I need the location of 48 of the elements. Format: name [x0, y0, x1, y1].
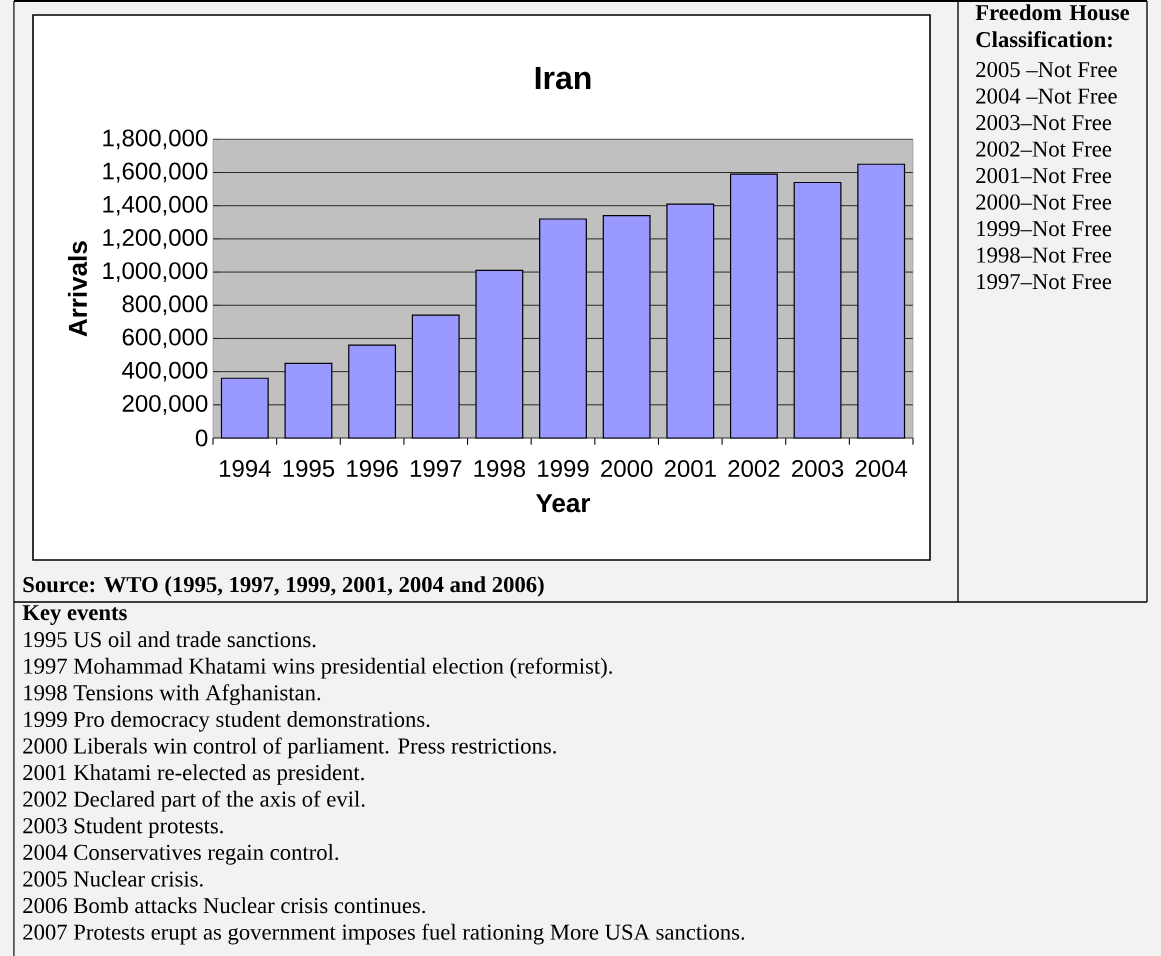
text: 2004 –Not Free: [976, 88, 1117, 104]
y-tick-label: 0: [195, 429, 208, 447]
x-axis-title: Year: [535, 494, 591, 513]
text: 2001–Not Free: [976, 167, 1112, 184]
text: 2000 Liberals win control of parliament. Press restrictions.: [23, 737, 556, 759]
text: 2005 Nuclear crisis.: [23, 870, 203, 887]
x-tick-label: 2000: [601, 460, 653, 478]
text: 2003–Not Free: [976, 114, 1112, 131]
text: Freedom House Classification:: [975, 4, 1130, 48]
x-tick-label: 1999: [538, 460, 589, 478]
text: 1999–Not Free: [977, 220, 1112, 237]
text: 2003 Student protests.: [23, 817, 223, 839]
text: 2001 Khatami re-elected as president.: [23, 764, 364, 785]
x-tick-label: 1994: [219, 460, 271, 478]
text: Key events: [22, 605, 127, 625]
y-tick-label: 200,000: [122, 394, 208, 415]
text: 2000–Not Free: [976, 194, 1112, 210]
y-tick-label: 1,000,000: [103, 262, 208, 282]
text: 1997 Mohammad Khatami wins presidential election (reformist).: [24, 657, 612, 679]
x-tick-label: 2001: [664, 460, 716, 478]
y-tick-label: 600,000: [122, 328, 208, 349]
y-tick-label: 1,200,000: [103, 228, 208, 249]
text: 1997–Not Free: [977, 273, 1112, 290]
text: 1998–Not Free: [977, 247, 1112, 263]
y-tick-label: 800,000: [122, 295, 208, 316]
y-tick-label: 1,600,000: [103, 162, 208, 183]
source-note: Source: WTO (1995, 1997, 1999, 2001, 2004 and 2006): [23, 576, 544, 597]
chart-title: Iran: [535, 66, 591, 90]
y-axis-title: Arrivals: [67, 241, 88, 337]
text: 1998 Tensions with Afghanistan.: [24, 684, 321, 706]
y-tick-label: 400,000: [122, 361, 208, 382]
text: 2005 –Not Free: [976, 61, 1117, 78]
x-tick-label: 2003: [792, 460, 844, 478]
x-tick-label: 2002: [728, 460, 780, 478]
x-tick-label: 1997: [410, 460, 462, 478]
text: 2002–Not Free: [976, 141, 1112, 157]
text: 1999 Pro democracy student demonstrations.: [24, 711, 430, 732]
text: 1995 US oil and trade sanctions.: [24, 631, 316, 648]
text: 2007 Protests erupt as government imposes fuel rationing More USA sanctions.: [23, 923, 745, 945]
x-tick-label: 2004: [855, 460, 908, 478]
x-tick-label: 1998: [474, 460, 526, 478]
x-tick-label: 1996: [347, 460, 398, 478]
x-tick-label: 1995: [283, 460, 335, 478]
y-tick-label: 1,800,000: [103, 129, 208, 150]
y-tick-label: 1,400,000: [103, 195, 208, 216]
text: 2004 Conservatives regain control.: [23, 844, 339, 865]
text: 2006 Bomb attacks Nuclear crisis continues.: [23, 897, 425, 914]
text: 2002 Declared part of the axis of evil.: [23, 790, 365, 812]
